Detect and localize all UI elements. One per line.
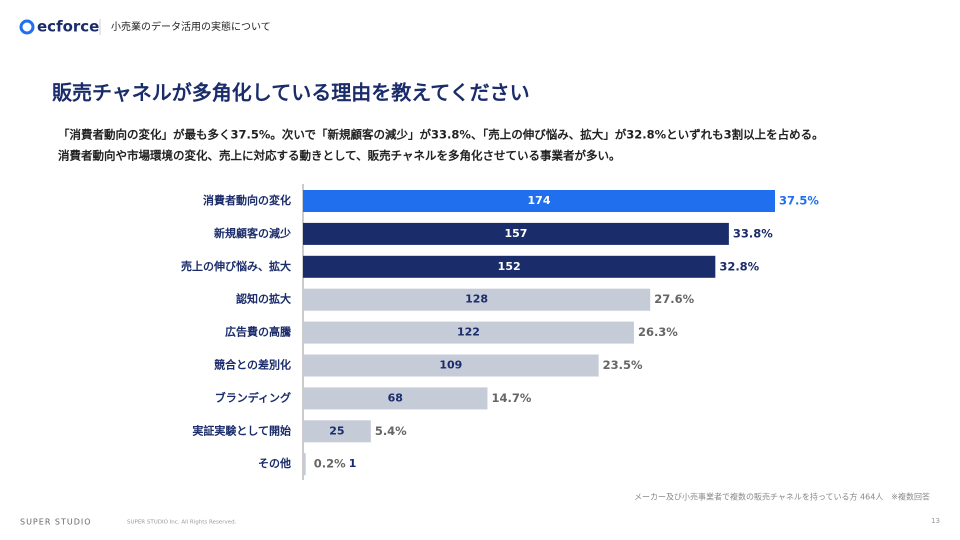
bar: [303, 387, 488, 410]
category-label: 売上の伸び悩み、拡大: [181, 259, 291, 273]
category-label: 実証実験として開始: [192, 423, 291, 437]
page-number: 13: [931, 517, 940, 525]
bar: [303, 190, 775, 212]
chart-title: 販売チャネルが多角化している理由を教えてください: [52, 81, 530, 105]
category-label: ブランディング: [215, 390, 291, 404]
bar: [303, 453, 306, 476]
bar: [303, 222, 729, 245]
share-label: 26.3%: [638, 325, 678, 339]
category-label: 消費者動向の変化: [203, 193, 291, 207]
value-label: 157: [504, 227, 527, 240]
subtitle: 「消費者動向の変化」が最も多く37.5%。次いで「新規顧客の減少」が33.8%、…: [58, 128, 824, 142]
subtitle: 消費者動向や市場環境の変化、売上に対応する動きとして、販売チャネルを多角化させて…: [58, 149, 620, 163]
share-label: 37.5%: [779, 194, 819, 208]
bar: [303, 354, 599, 377]
category-label: 競合との差別化: [214, 358, 291, 372]
value-label: 1: [349, 457, 357, 470]
category-label: その他: [258, 456, 291, 470]
section-title: 小売業のデータ活用の実態について: [111, 20, 271, 33]
bar: [303, 321, 634, 344]
value-label: 122: [457, 326, 480, 339]
logo-icon: [19, 19, 35, 35]
value-label: 109: [439, 359, 462, 372]
bar: [303, 288, 651, 311]
brand: ecforce: [37, 18, 99, 36]
company: SUPER STUDIO: [20, 518, 92, 527]
bar: [303, 420, 371, 443]
share-label: 32.8%: [719, 259, 759, 273]
bar: [303, 255, 716, 278]
category-label: 新規顧客の減少: [214, 226, 291, 240]
value-label: 25: [329, 424, 344, 437]
note: メーカー及び小売事業者で複数の販売チャネルを持っている方 464人 ※複数回答: [634, 492, 930, 502]
share-label: 23.5%: [603, 358, 643, 372]
share-label: 33.8%: [733, 226, 773, 240]
value-label: 128: [465, 293, 488, 306]
value-label: 174: [528, 194, 551, 207]
share-label: 27.6%: [654, 292, 694, 306]
value-label: 152: [498, 260, 521, 273]
category-label: 認知の拡大: [236, 292, 291, 306]
value-label: 68: [388, 391, 403, 404]
share-label: 14.7%: [491, 391, 531, 405]
share-label: 5.4%: [375, 424, 407, 438]
share-label: 0.2%: [314, 457, 346, 471]
copyright: SUPER STUDIO Inc. All Rights Reserved.: [127, 520, 237, 526]
category-label: 広告費の高騰: [225, 325, 291, 339]
